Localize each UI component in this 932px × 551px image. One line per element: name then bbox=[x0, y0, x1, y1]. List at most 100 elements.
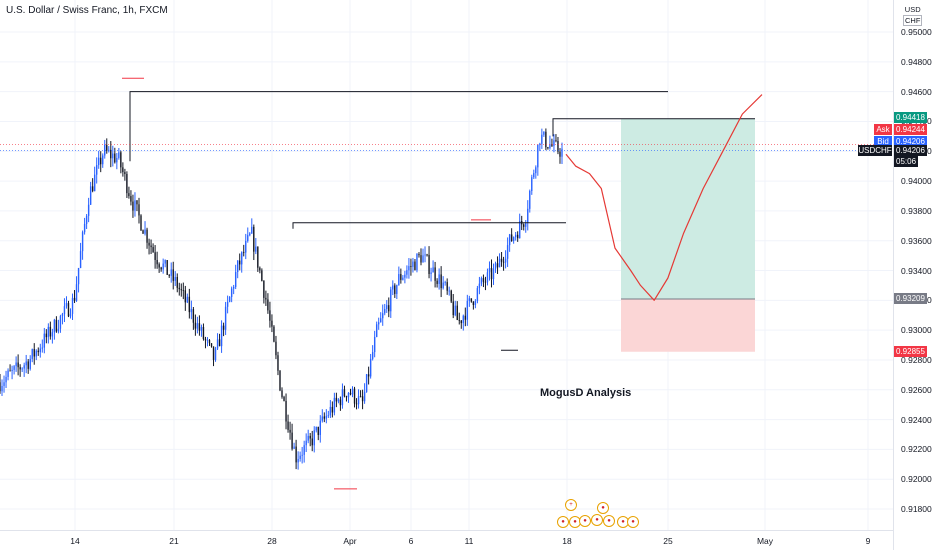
candle-body bbox=[375, 324, 378, 337]
candle-body bbox=[226, 301, 229, 307]
candle-body bbox=[128, 193, 130, 197]
event-icon[interactable]: ● bbox=[603, 515, 615, 527]
candle-body bbox=[257, 246, 259, 268]
candle-body bbox=[369, 358, 372, 377]
candle-body bbox=[253, 226, 255, 252]
candle-body bbox=[561, 148, 563, 157]
candle-body bbox=[523, 224, 525, 227]
candle-body bbox=[196, 323, 199, 329]
y-tick-label: 0.93400 bbox=[901, 265, 932, 276]
candle-body bbox=[89, 186, 92, 205]
candle-body bbox=[59, 316, 62, 329]
breakout-line bbox=[292, 222, 566, 229]
candle-body bbox=[162, 263, 164, 270]
candle-body bbox=[178, 287, 180, 290]
x-tick-label: 9 bbox=[865, 536, 871, 546]
candle-body bbox=[206, 340, 209, 341]
event-icon[interactable]: + bbox=[565, 499, 577, 511]
candle-body bbox=[243, 252, 245, 254]
x-tick-label: 14 bbox=[70, 536, 80, 546]
candle-body bbox=[512, 237, 515, 242]
candle-body bbox=[45, 333, 48, 338]
candle-body bbox=[325, 415, 328, 419]
candle-body bbox=[81, 232, 84, 252]
candle-body bbox=[23, 365, 25, 369]
event-icon[interactable]: ● bbox=[597, 502, 609, 514]
candle-body bbox=[462, 315, 464, 324]
candle-body bbox=[277, 355, 279, 371]
candle-body bbox=[514, 234, 517, 238]
bid-label: Bid bbox=[874, 136, 892, 147]
candle-body bbox=[279, 370, 281, 391]
candle-body bbox=[1, 385, 3, 392]
candle-body bbox=[85, 215, 88, 224]
candle-body bbox=[283, 396, 285, 401]
candle-body bbox=[494, 263, 497, 269]
candle-body bbox=[335, 397, 338, 402]
economic-events[interactable]: + ● ● ● ● ● ● ● ● bbox=[555, 499, 645, 529]
y-tick-label: 0.92200 bbox=[901, 444, 932, 455]
x-tick-label: 6 bbox=[408, 536, 414, 546]
candle-body bbox=[166, 260, 168, 275]
annotation-text[interactable]: MogusD Analysis bbox=[540, 387, 632, 399]
x-tick-label: 25 bbox=[663, 536, 673, 546]
candle-body bbox=[337, 399, 340, 402]
candle-body bbox=[510, 234, 513, 242]
candle-body bbox=[303, 445, 305, 455]
candle-body bbox=[428, 254, 430, 274]
candle-body bbox=[547, 147, 549, 149]
time-axis[interactable]: 14 21 28 Apr 6 11 18 25 May 9 bbox=[0, 530, 893, 551]
candle-body bbox=[112, 153, 114, 159]
event-icon[interactable]: ● bbox=[591, 514, 603, 526]
event-icon[interactable]: ● bbox=[627, 516, 639, 528]
candle-body bbox=[25, 361, 27, 366]
candle-body bbox=[273, 326, 275, 342]
candle-body bbox=[57, 328, 60, 332]
candle-body bbox=[299, 455, 301, 459]
y-tick-label: 0.93600 bbox=[901, 235, 932, 246]
y-tick-label: 0.94600 bbox=[901, 86, 932, 97]
candle-body bbox=[269, 310, 271, 321]
candle-body bbox=[553, 140, 555, 146]
candle-body bbox=[160, 267, 162, 270]
candle-body bbox=[456, 305, 458, 320]
candle-body bbox=[345, 396, 348, 398]
candle-body bbox=[132, 201, 134, 211]
stop-price-tag: 0.92855 bbox=[894, 346, 927, 357]
y-tick-label: 0.91800 bbox=[901, 504, 932, 514]
candle-body bbox=[245, 240, 247, 253]
candle-body bbox=[239, 260, 241, 265]
candle-body bbox=[9, 370, 11, 372]
event-icon[interactable]: ● bbox=[557, 516, 569, 528]
candle-body bbox=[357, 396, 360, 405]
event-icon[interactable]: ● bbox=[579, 515, 591, 527]
candle-body bbox=[414, 261, 416, 271]
candle-body bbox=[184, 290, 187, 303]
candle-body bbox=[224, 306, 227, 330]
candle-body bbox=[49, 326, 52, 337]
candle-body bbox=[448, 290, 450, 292]
candle-body bbox=[102, 155, 104, 165]
candle-body bbox=[525, 222, 527, 227]
candle-body bbox=[311, 438, 313, 446]
candle-body bbox=[100, 157, 102, 165]
candle-body bbox=[200, 327, 203, 331]
candle-body bbox=[410, 266, 412, 267]
price-axis[interactable]: USD CHF 0.950000.948000.946000.944000.94… bbox=[858, 0, 932, 550]
candle-body bbox=[313, 430, 315, 446]
candle-body bbox=[317, 426, 319, 435]
candle-body bbox=[47, 326, 50, 338]
candle-body bbox=[527, 208, 529, 223]
candle-body bbox=[504, 258, 507, 263]
profit-zone bbox=[621, 118, 755, 299]
price-chart[interactable] bbox=[0, 0, 893, 530]
candle-body bbox=[275, 341, 277, 356]
projection-curve bbox=[565, 94, 763, 301]
candle-body bbox=[190, 309, 193, 313]
candle-body bbox=[549, 144, 551, 149]
candle-body bbox=[434, 267, 436, 281]
candle-body bbox=[261, 270, 263, 281]
candle-body bbox=[110, 149, 112, 159]
chart-area[interactable]: U.S. Dollar / Swiss Franc, 1h, FXCM Mogu… bbox=[0, 0, 893, 530]
currency-label[interactable]: USD CHF bbox=[903, 5, 923, 26]
